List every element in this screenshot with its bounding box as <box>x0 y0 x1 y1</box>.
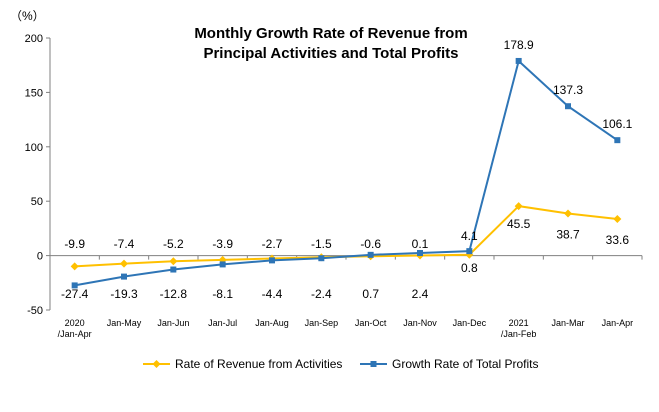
legend: Rate of Revenue from Activities Growth Ra… <box>143 357 539 371</box>
data-point <box>121 273 127 280</box>
data-label: 45.5 <box>507 217 531 231</box>
legend-marker <box>370 361 377 367</box>
data-point <box>70 262 79 271</box>
data-point <box>564 209 572 218</box>
chart-title-line1: Monthly Growth Rate of Revenue from <box>194 25 467 42</box>
data-label: -4.4 <box>262 287 283 301</box>
data-label: 38.7 <box>556 227 580 241</box>
legend-label: Growth Rate of Total Profits <box>392 357 539 371</box>
data-label: -9.9 <box>64 237 85 251</box>
data-label: -8.1 <box>212 287 233 301</box>
x-tick-label: Jan-Jun <box>157 318 189 328</box>
x-tick-label: Jan-Oct <box>355 318 387 328</box>
data-label: -27.4 <box>61 287 89 301</box>
data-point <box>170 266 177 273</box>
data-label: -12.8 <box>160 287 188 301</box>
data-point <box>120 259 128 268</box>
data-point <box>613 215 622 224</box>
data-label: -1.5 <box>311 237 332 251</box>
x-tick-label: Jan-Aug <box>255 318 289 328</box>
data-label: -2.4 <box>311 287 332 301</box>
data-point <box>367 251 374 258</box>
data-point <box>269 257 275 264</box>
data-label: -19.3 <box>110 287 138 301</box>
data-label: 2.4 <box>412 287 429 301</box>
data-label: 0.8 <box>461 261 478 275</box>
data-point <box>219 261 226 268</box>
chart-title-line2: Principal Activities and Total Profits <box>203 45 458 62</box>
y-tick-label: 100 <box>25 142 43 154</box>
y-tick-label: 50 <box>31 196 43 208</box>
x-tick-label: Jan-Sep <box>305 318 339 328</box>
series-line <box>74 59 618 287</box>
data-label: 0.1 <box>412 237 429 251</box>
data-point <box>514 202 523 211</box>
x-tick-label: 2020/Jan-Apr <box>58 318 92 339</box>
x-tick-label: Jan-Apr <box>602 318 634 328</box>
data-label: -3.9 <box>212 237 233 251</box>
data-point <box>318 255 325 262</box>
data-label: 4.1 <box>461 229 478 243</box>
data-point <box>614 137 621 144</box>
y-tick-label: 200 <box>25 33 43 45</box>
y-tick-label: 0 <box>37 251 43 263</box>
data-label: 106.1 <box>602 117 632 131</box>
data-point <box>169 257 178 266</box>
legend-label: Rate of Revenue from Activities <box>175 357 342 371</box>
x-tick-label: 2021/Jan-Feb <box>501 318 537 339</box>
data-label: 137.3 <box>553 83 583 97</box>
y-tick-label: -50 <box>27 305 43 317</box>
data-label: -2.7 <box>262 237 283 251</box>
data-point <box>565 103 571 110</box>
data-label: -5.2 <box>163 237 184 251</box>
y-tick-label: 150 <box>25 87 43 99</box>
x-tick-label: Jan-Nov <box>403 318 437 328</box>
plot-area: 200 150 100 50 0 -50 2020/Jan-Apr Jan-May Jan-Ju… <box>25 33 643 339</box>
data-label: -0.6 <box>360 237 381 251</box>
data-label: 33.6 <box>606 233 630 247</box>
x-tick-label: Jan-Dec <box>453 318 487 328</box>
data-point <box>417 249 423 256</box>
x-tick-label: Jan-May <box>107 318 142 328</box>
data-label: -7.4 <box>114 237 135 251</box>
x-tick-label: Jan-Jul <box>208 318 237 328</box>
x-tick-label: Jan-Mar <box>551 318 584 328</box>
data-label: 0.7 <box>362 287 379 301</box>
data-label: 178.9 <box>504 38 534 52</box>
data-point <box>71 282 78 289</box>
data-point <box>466 248 473 255</box>
data-point <box>515 57 522 64</box>
legend-marker <box>152 360 161 368</box>
y-axis-unit-label: （%） <box>10 9 45 23</box>
